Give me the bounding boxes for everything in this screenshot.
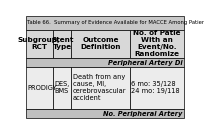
Bar xyxy=(71,67,130,109)
Text: Subgroup,
RCT: Subgroup, RCT xyxy=(18,37,61,50)
Bar xyxy=(26,109,184,118)
Bar xyxy=(26,67,53,109)
Text: PRODIGY: PRODIGY xyxy=(27,85,57,91)
Text: Table 66.  Summary of Evidence Available for MACCE Among Patients With or Withou: Table 66. Summary of Evidence Available … xyxy=(27,20,204,25)
Text: Outcome
Definition: Outcome Definition xyxy=(80,37,121,50)
Bar xyxy=(71,30,130,58)
Bar xyxy=(26,30,53,58)
Bar xyxy=(26,58,184,67)
Text: No. Peripheral Artery: No. Peripheral Artery xyxy=(103,110,182,117)
Text: Stent
Type: Stent Type xyxy=(51,37,73,50)
Text: Peripheral Artery Di: Peripheral Artery Di xyxy=(108,59,182,66)
Text: Death from any
cause, MI,
cerebrovascular
accident: Death from any cause, MI, cerebrovascula… xyxy=(73,74,126,101)
Bar xyxy=(130,67,184,109)
Bar xyxy=(26,16,184,30)
Text: No. of Patie
With an
Event/No.
Randomize: No. of Patie With an Event/No. Randomize xyxy=(133,30,181,57)
Bar xyxy=(130,30,184,58)
Text: DES,
BMS: DES, BMS xyxy=(54,81,70,94)
Bar xyxy=(53,67,71,109)
Bar xyxy=(53,30,71,58)
Text: 6 mo: 35/128
24 mo: 19/118: 6 mo: 35/128 24 mo: 19/118 xyxy=(131,81,180,94)
